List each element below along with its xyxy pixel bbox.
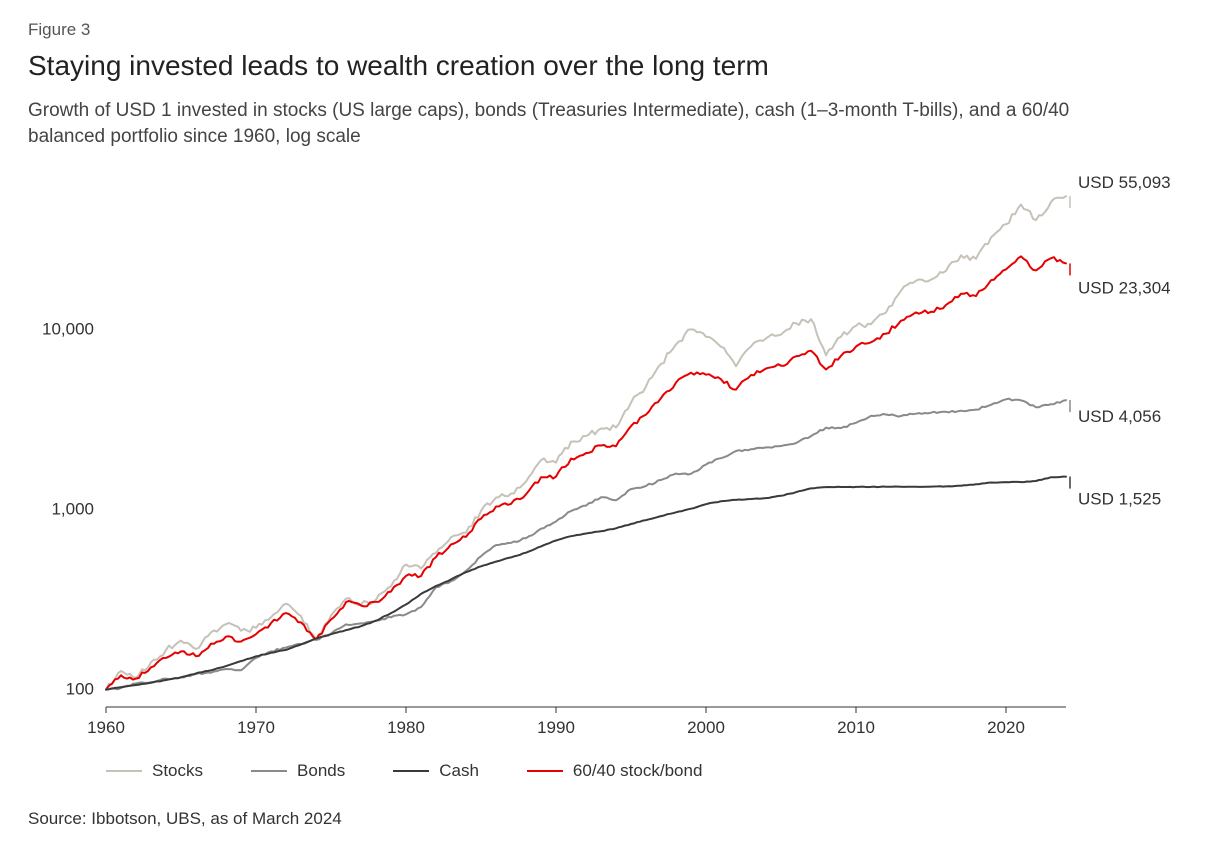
line-chart-svg: 100 1,000 10,000 1960 1970 1980 1990 2000 2010 20… bbox=[28, 157, 1186, 747]
legend-label: Cash bbox=[439, 761, 479, 781]
legend-label: Bonds bbox=[297, 761, 345, 781]
legend-item: Bonds bbox=[251, 761, 345, 781]
y-tick-label: 10,000 bbox=[42, 320, 94, 339]
series-line-cash bbox=[106, 477, 1066, 690]
figure-label: Figure 3 bbox=[28, 20, 1186, 40]
chart-area: 100 1,000 10,000 1960 1970 1980 1990 2000 2010 20… bbox=[28, 157, 1186, 747]
y-tick-label: 1,000 bbox=[51, 500, 94, 519]
x-tick-label: 2020 bbox=[987, 718, 1025, 737]
end-value-label: USD 55,093 bbox=[1078, 173, 1171, 192]
x-tick-label: 1960 bbox=[87, 718, 125, 737]
series-line-60-40-stock-bond bbox=[106, 257, 1066, 690]
legend-item: Cash bbox=[393, 761, 479, 781]
legend-swatch bbox=[393, 770, 429, 772]
legend-swatch bbox=[527, 770, 563, 772]
x-tick-label: 2000 bbox=[687, 718, 725, 737]
legend-label: 60/40 stock/bond bbox=[573, 761, 702, 781]
end-value-label: USD 23,304 bbox=[1078, 279, 1171, 298]
x-tick-label: 1990 bbox=[537, 718, 575, 737]
series-line-bonds bbox=[106, 399, 1066, 690]
y-tick-label: 100 bbox=[66, 680, 94, 699]
end-value-label: USD 1,525 bbox=[1078, 490, 1161, 509]
end-value-label: USD 4,056 bbox=[1078, 407, 1161, 426]
x-tick-label: 1980 bbox=[387, 718, 425, 737]
x-tick-label: 1970 bbox=[237, 718, 275, 737]
chart-title: Staying invested leads to wealth creatio… bbox=[28, 50, 1186, 82]
x-tick-label: 2010 bbox=[837, 718, 875, 737]
legend-item: Stocks bbox=[106, 761, 203, 781]
legend-swatch bbox=[251, 770, 287, 772]
legend-item: 60/40 stock/bond bbox=[527, 761, 702, 781]
chart-source: Source: Ibbotson, UBS, as of March 2024 bbox=[28, 809, 1186, 829]
figure-container: Figure 3 Staying invested leads to wealt… bbox=[0, 0, 1214, 866]
chart-legend: Stocks Bonds Cash 60/40 stock/bond bbox=[106, 761, 1186, 781]
legend-swatch bbox=[106, 770, 142, 772]
series-line-stocks bbox=[106, 196, 1066, 689]
legend-label: Stocks bbox=[152, 761, 203, 781]
chart-subtitle: Growth of USD 1 invested in stocks (US l… bbox=[28, 98, 1128, 149]
